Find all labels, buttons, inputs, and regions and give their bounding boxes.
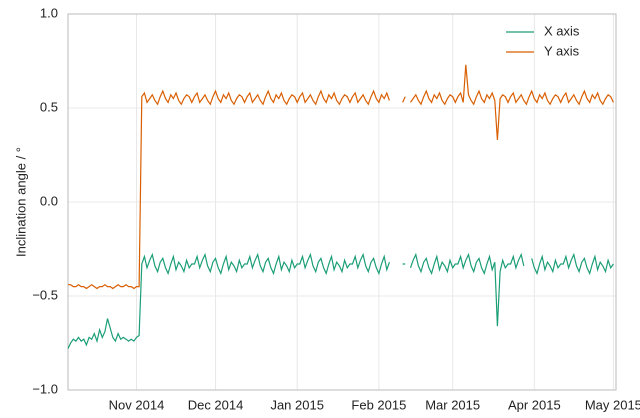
x-tick-label: Nov 2014: [109, 397, 165, 412]
x-tick-label: Dec 2014: [188, 397, 244, 412]
y-tick-label: 0.5: [40, 99, 58, 114]
legend-label: Y axis: [544, 43, 580, 58]
series-line: [67, 252, 614, 349]
y-tick-label: −1.0: [32, 381, 58, 396]
x-tick-label: Feb 2015: [351, 397, 406, 412]
y-tick-label: −0.5: [32, 287, 58, 302]
series-line: [68, 64, 614, 290]
x-tick-label: May 2015: [585, 397, 640, 412]
y-tick-label: 0.0: [40, 193, 58, 208]
y-axis-label: Inclination angle / °: [13, 147, 28, 257]
x-tick-label: Jan 2015: [270, 397, 324, 412]
legend-label: X axis: [544, 23, 580, 38]
y-tick-label: 1.0: [40, 5, 58, 20]
x-tick-label: Mar 2015: [425, 397, 480, 412]
x-tick-label: Apr 2015: [508, 397, 561, 412]
plot-frame: [67, 13, 617, 391]
